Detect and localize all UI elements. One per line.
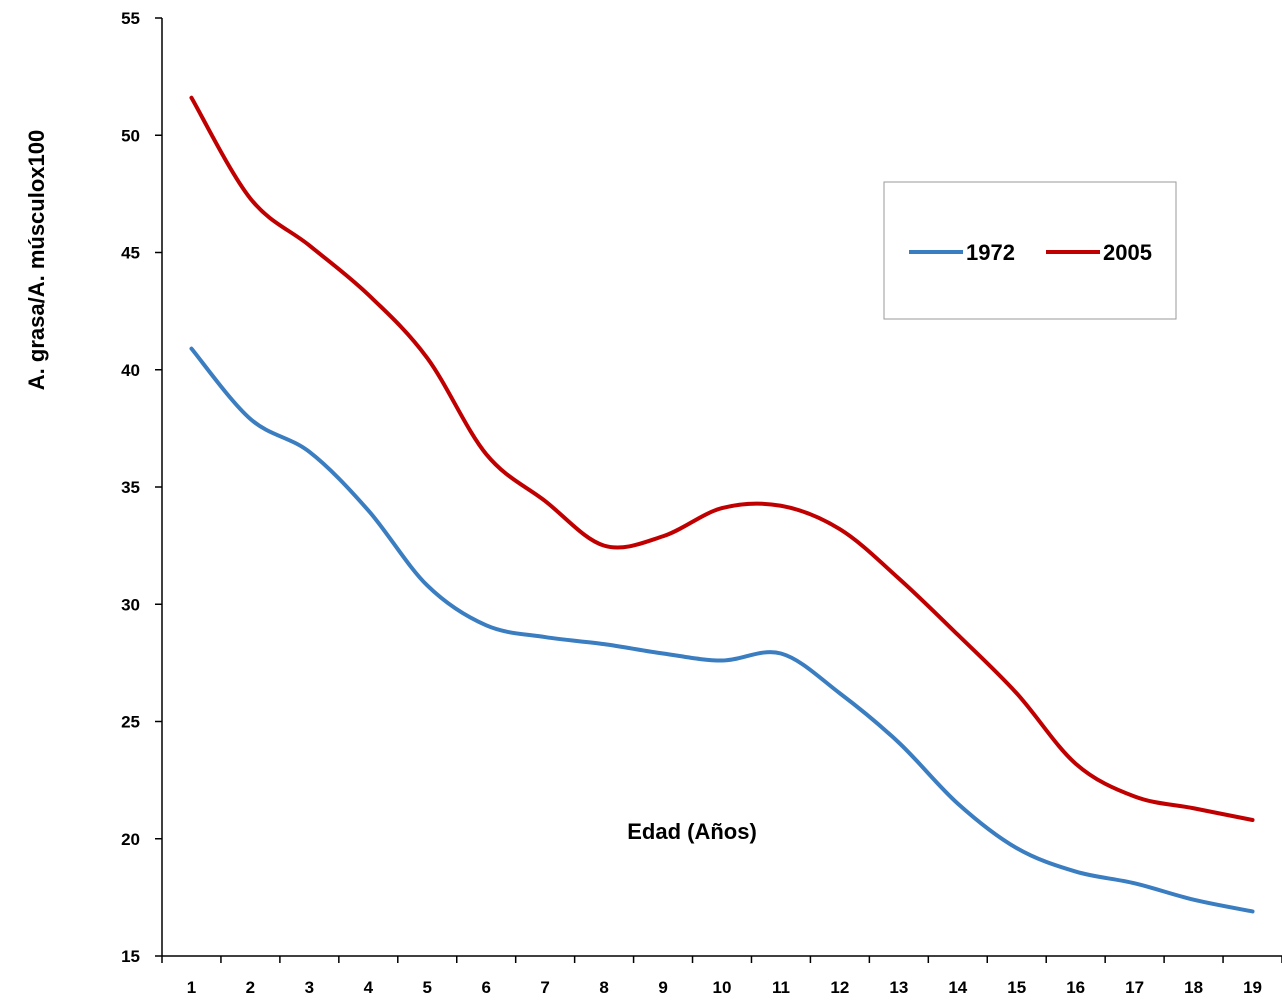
legend: 1972 2005 [883, 181, 1177, 320]
legend-label-2005: 2005 [1103, 240, 1152, 265]
y-tick-label: 20 [121, 830, 140, 849]
x-tick-label: 8 [599, 978, 608, 997]
y-ticks: 15 20 25 30 35 40 45 50 55 [121, 9, 162, 966]
x-tick-label: 9 [658, 978, 667, 997]
y-tick-label: 45 [121, 244, 140, 263]
y-tick-label: 40 [121, 361, 140, 380]
x-tick-label: 4 [364, 978, 374, 997]
y-tick-label: 15 [121, 947, 140, 966]
x-tick-label: 17 [1125, 978, 1144, 997]
legend-label-1972: 1972 [966, 240, 1015, 265]
x-tick-label: 18 [1184, 978, 1203, 997]
x-tick-label: 11 [772, 978, 790, 997]
x-tick-label: 12 [830, 978, 849, 997]
x-tick-label: 3 [305, 978, 314, 997]
series-line-2005 [189, 95, 1255, 822]
y-tick-label: 50 [121, 126, 140, 145]
x-tick-label: 16 [1066, 978, 1085, 997]
x-tick-label: 5 [423, 978, 432, 997]
y-tick-label: 55 [121, 9, 140, 28]
y-axis: 15 20 25 30 35 40 45 50 55 [121, 9, 163, 966]
x-axis-title: Edad (Años) [627, 819, 757, 844]
x-tick-label: 1 [187, 978, 196, 997]
series-line-1972 [189, 346, 1255, 914]
x-tick-label: 19 [1243, 978, 1262, 997]
x-ticks: 1 2 3 4 5 6 7 8 9 10 11 12 13 14 15 16 17 18 19 [161, 956, 1282, 997]
x-tick-label: 13 [889, 978, 908, 997]
x-tick-label: 15 [1007, 978, 1026, 997]
x-tick-label: 7 [540, 978, 549, 997]
x-tick-label: 2 [246, 978, 255, 997]
y-tick-label: 25 [121, 713, 140, 732]
x-tick-label: 14 [948, 978, 967, 997]
y-axis-title: A. grasa/A. músculox100 [24, 130, 49, 390]
series-group [189, 95, 1255, 914]
y-tick-label: 35 [121, 478, 140, 497]
x-tick-label: 6 [481, 978, 490, 997]
x-tick-label: 10 [713, 978, 732, 997]
y-tick-label: 30 [121, 595, 140, 614]
x-axis: 1 2 3 4 5 6 7 8 9 10 11 12 13 14 15 16 17 18 19 [161, 955, 1282, 997]
